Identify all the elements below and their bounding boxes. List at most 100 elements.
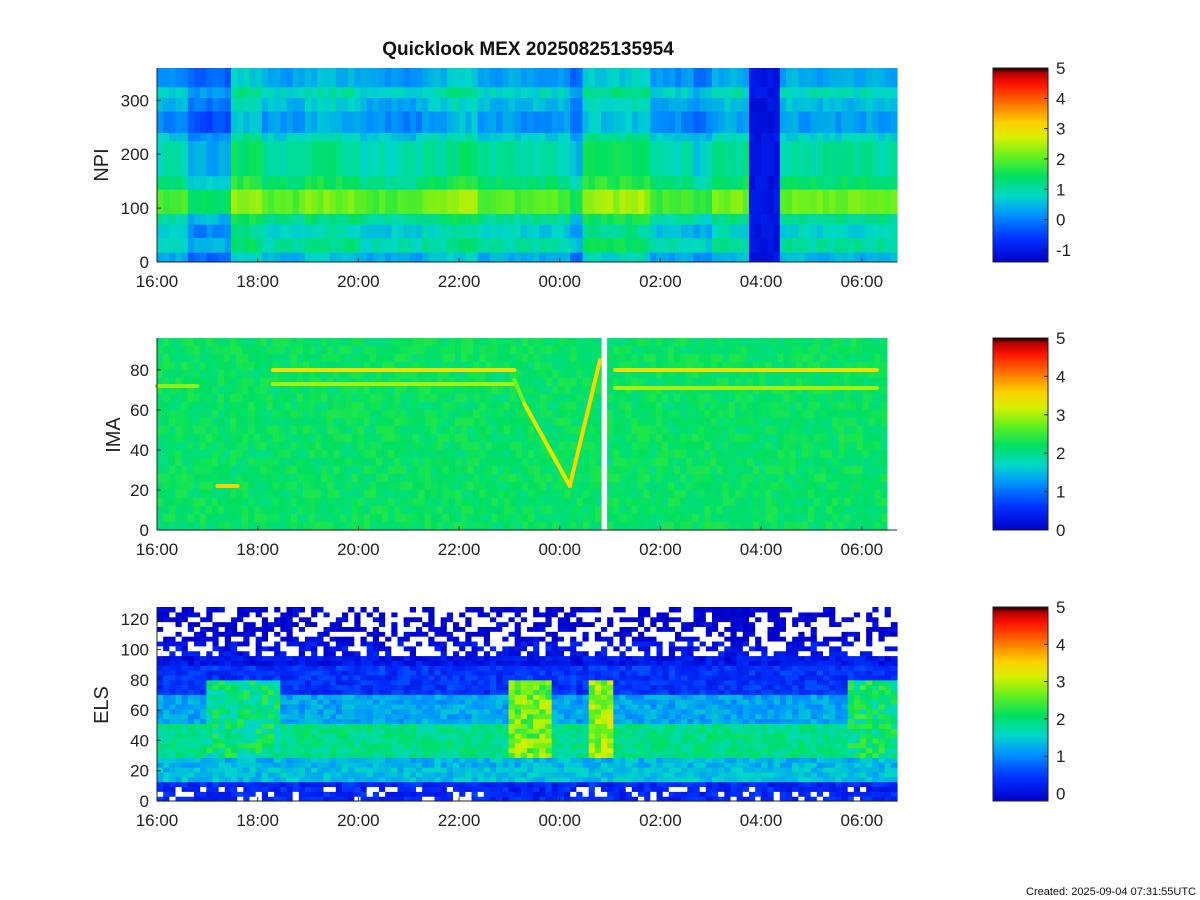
ima-cell [236,474,243,483]
npi-cell [631,68,639,88]
ima-cell [722,426,730,435]
ima-cell [807,490,815,499]
els-cell [212,747,220,754]
ima-cell [777,410,785,419]
npi-cell [490,189,497,214]
ima-cell [771,490,779,499]
ima-cell [375,450,383,459]
ima-cell [272,370,280,379]
npi-cell [305,189,312,214]
ima-cell [461,338,468,347]
npi-cell [613,175,621,190]
ima-cell [734,466,742,475]
ima-cell [643,498,651,507]
ima-cell [406,482,414,491]
npi-cell [860,86,867,99]
npi-cell [829,97,836,112]
els-cell [181,747,189,754]
els-cell [200,708,207,715]
els-cell [237,737,244,744]
ima-cell [217,346,225,355]
npi-cell [841,97,849,112]
ima-cell [199,402,207,411]
npi-cell [157,252,164,263]
ima-cell [412,354,420,363]
npi-cell [527,68,534,88]
npi-cell [718,189,725,214]
npi-x-tick-label: 16:00 [136,272,179,291]
ima-cell [546,482,553,491]
npi-cell [755,97,762,112]
ima-cell [382,442,389,451]
npi-cell [564,237,571,253]
npi-cell [502,189,510,214]
ima-cell [455,386,462,395]
els-cell [169,626,177,632]
ima-cell [558,370,566,379]
npi-cell [440,224,448,239]
ima-cell [692,402,699,411]
ima-cell [594,490,602,499]
ima-y-label: IMA [103,417,125,453]
ima-cell [424,506,432,515]
npi-cell [249,224,257,239]
ima-cell [582,434,590,443]
ima-cell [698,418,706,427]
ima-cell [534,466,541,475]
els-cell [163,694,170,700]
ima-cell [394,490,401,499]
npi-cell [348,224,355,239]
ima-cell [692,442,699,451]
npi-cell [249,86,257,99]
npi-cell [218,68,226,88]
npi-cell [385,189,392,214]
ima-cell [528,426,535,435]
els-cell [163,713,170,720]
npi-cell [372,189,380,214]
ima-cell [357,466,365,475]
ima-cell [680,354,687,363]
ima-cell [716,402,724,411]
npi-cell [477,252,485,263]
npi-cell [385,132,392,142]
els-cell [237,665,244,671]
npi-cell [755,224,762,239]
els-cell [218,650,226,657]
npi-cell [274,189,281,214]
ima-cell [175,378,182,387]
ima-cell [874,386,882,395]
els-cell [243,660,251,666]
ima-cell [826,426,833,435]
ima-cell [710,434,718,443]
ima-cell [540,386,547,395]
ima-cell [485,498,493,507]
npi-cell [243,111,251,134]
npi-cell [175,132,183,142]
els-cell [175,611,183,618]
els-cell [212,781,220,788]
ima-cell [765,426,772,435]
ima-cell [193,354,201,363]
npi-cell [224,189,232,214]
npi-cell [693,224,701,239]
ima-cell [290,482,298,491]
ima-cell [175,410,182,419]
npi-cell [829,86,836,99]
els-cell [243,718,251,724]
npi-cell [459,252,466,263]
npi-cell [650,86,658,99]
npi-cell [730,252,738,263]
npi-cell [755,213,762,225]
ima-cell [479,370,487,379]
els-cell [206,660,214,666]
ima-cell [284,458,292,467]
ima-cell [205,346,213,355]
ima-cell [832,442,839,451]
ima-cell [534,522,541,531]
els-cell [175,670,183,676]
ima-cell [515,394,523,403]
ima-cell [497,522,505,531]
ima-cell [728,498,736,507]
ima-cell [607,386,614,395]
ima-cell [187,466,195,475]
